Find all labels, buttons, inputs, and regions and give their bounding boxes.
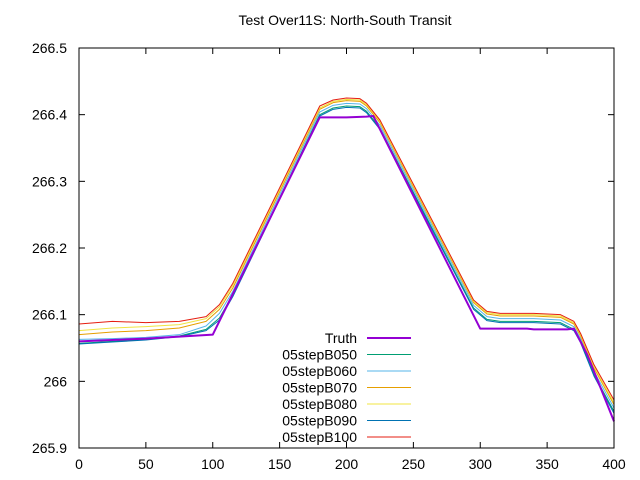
legend-label: 05stepB050 xyxy=(282,347,357,363)
y-tick-label: 266.2 xyxy=(32,240,67,256)
x-tick-label: 0 xyxy=(75,456,83,472)
y-tick-label: 266.4 xyxy=(32,107,67,123)
x-tick-label: 400 xyxy=(602,456,626,472)
x-tick-label: 350 xyxy=(535,456,559,472)
x-tick-label: 100 xyxy=(201,456,225,472)
legend-label: 05stepB060 xyxy=(282,363,357,379)
legend-label: 05stepB090 xyxy=(282,413,357,429)
legend-label: Truth xyxy=(325,330,357,346)
chart-title: Test Over11S: North-South Transit xyxy=(239,12,452,28)
y-tick-label: 266.3 xyxy=(32,173,67,189)
legend-label: 05stepB080 xyxy=(282,396,357,412)
x-tick-label: 150 xyxy=(268,456,292,472)
y-tick-label: 266 xyxy=(44,373,68,389)
series-line-truth xyxy=(78,115,615,422)
y-tick-label: 266.1 xyxy=(32,307,67,323)
series-line-05stepb090 xyxy=(78,106,615,414)
series-lines xyxy=(78,97,615,422)
x-tick-label: 250 xyxy=(402,456,426,472)
y-tick-label: 266.5 xyxy=(32,40,67,56)
plot-frame xyxy=(78,47,615,449)
series-line-05stepb100 xyxy=(78,97,615,401)
series-line-05stepb060 xyxy=(78,102,615,409)
series-line-05stepb050 xyxy=(78,105,615,412)
legend: Truth05stepB05005stepB06005stepB07005ste… xyxy=(282,330,411,445)
series-line-05stepb070 xyxy=(78,100,615,405)
x-tick-label: 300 xyxy=(469,456,493,472)
y-tick-label: 265.9 xyxy=(32,440,67,456)
axis-ticks: 0 50 100 150 200 250 300 350 400 265.9 266 266.1 266… xyxy=(32,40,626,472)
legend-label: 05stepB100 xyxy=(282,429,357,445)
legend-label: 05stepB070 xyxy=(282,380,357,396)
x-tick-label: 200 xyxy=(335,456,359,472)
x-tick-label: 50 xyxy=(138,456,154,472)
series-line-05stepb080 xyxy=(78,98,615,403)
